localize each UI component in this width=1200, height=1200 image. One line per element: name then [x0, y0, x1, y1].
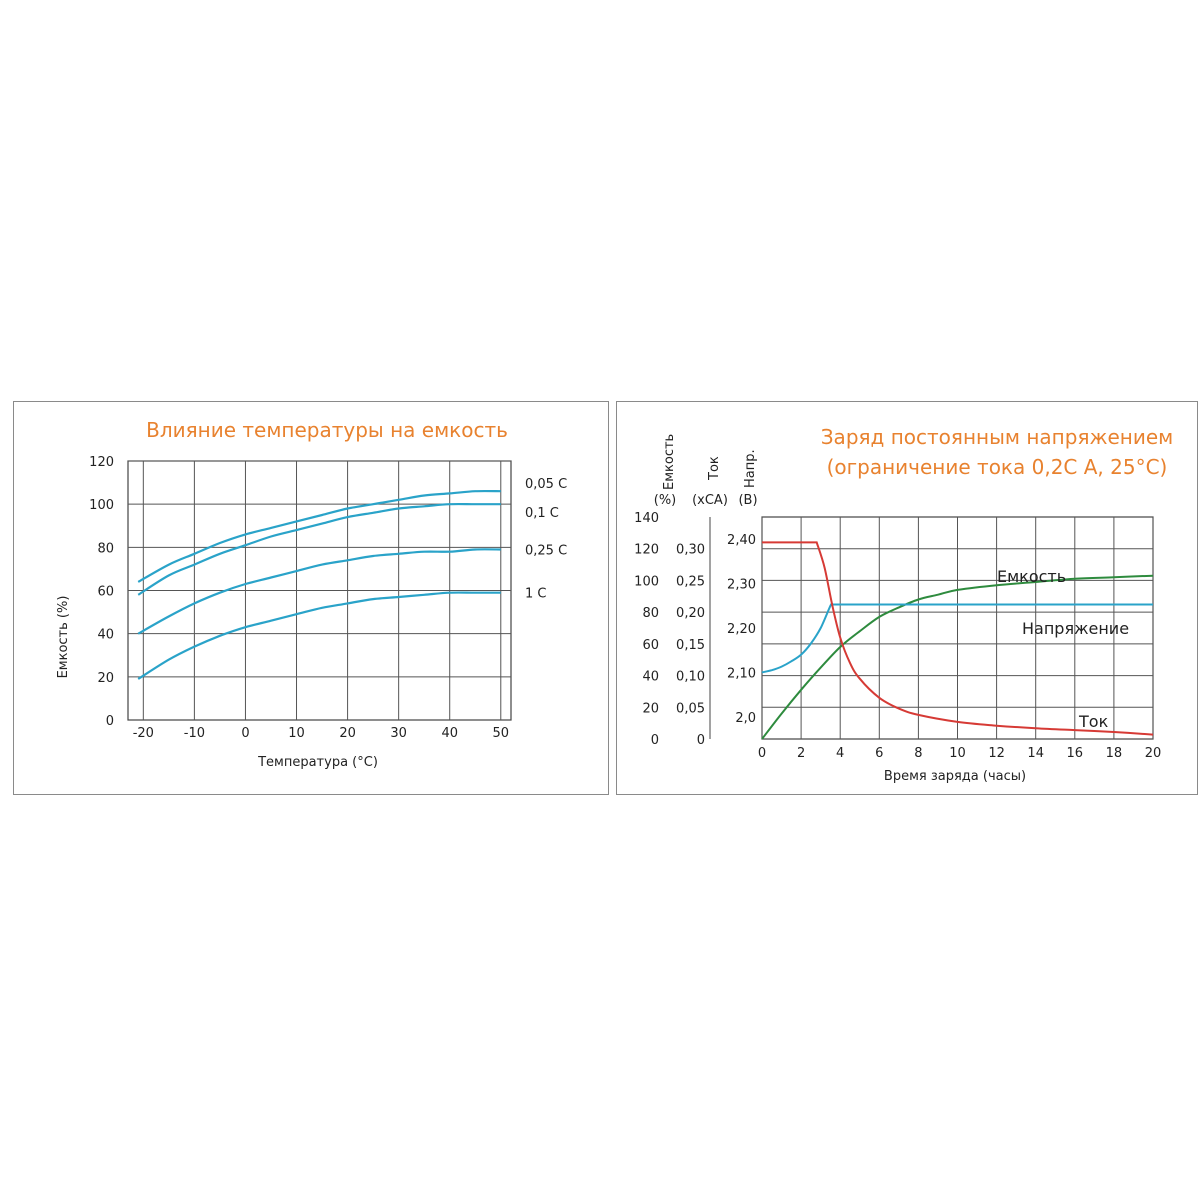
y-tick-label: 20 [97, 671, 114, 686]
x-tick-label: -10 [184, 726, 205, 741]
voltage-tick-label: 2,30 [727, 578, 756, 593]
capacity-tick-label: 40 [642, 670, 659, 685]
series-label: Емкость [997, 567, 1066, 586]
x-tick-label: 10 [949, 746, 966, 761]
axis-unit-current: (хСА) [692, 493, 728, 508]
voltage-tick-label: 2,20 [727, 622, 756, 637]
chart-title-line-2: (ограничение тока 0,2С А, 25°С) [827, 455, 1168, 479]
x-tick-label: 0 [758, 746, 766, 761]
series-label: Напряжение [1022, 619, 1129, 638]
series-label: 1 С [525, 587, 546, 602]
axis-name-capacity: Емкость [662, 434, 677, 490]
y-axis-label: Емкость (%) [56, 596, 71, 679]
x-tick-label: 8 [914, 746, 922, 761]
series-label: 0,1 С [525, 506, 559, 521]
current-tick-label: 0,25 [676, 574, 705, 589]
series-line-3 [137, 591, 501, 680]
constant-voltage-charge-chart: Заряд постоянным напряжением (ограничени… [634, 425, 1174, 784]
x-tick-label: 4 [836, 746, 844, 761]
x-axis-label: Температура (°С) [257, 755, 378, 770]
y-tick-label: 100 [89, 498, 114, 513]
x-tick-label: -20 [133, 726, 154, 741]
x-tick-label: 20 [339, 726, 356, 741]
voltage-tick-label: 2,0 [735, 711, 756, 726]
x-tick-label: 0 [241, 726, 249, 741]
x-axis-label: Время заряда (часы) [884, 769, 1026, 784]
x-tick-label: 30 [390, 726, 407, 741]
current-tick-label: 0,20 [676, 606, 705, 621]
x-tick-label: 40 [441, 726, 458, 741]
series-line-1 [761, 602, 1153, 674]
capacity-tick-label: 60 [642, 638, 659, 653]
capacity-tick-label: 0 [651, 733, 659, 748]
chart-panel-temperature: Влияние температуры на емкость Температу… [13, 401, 609, 795]
series-label: Ток [1078, 712, 1109, 731]
axis-name-voltage: Напр. [743, 449, 758, 488]
chart-title: Влияние температуры на емкость [146, 418, 508, 442]
series-label: 0,25 С [525, 543, 567, 558]
x-tick-label: 14 [1027, 746, 1044, 761]
capacity-tick-label: 120 [634, 543, 659, 558]
x-tick-label: 2 [797, 746, 805, 761]
series-line-0 [761, 574, 1154, 740]
axis-unit-voltage: (В) [738, 493, 757, 508]
x-tick-label: 50 [493, 726, 510, 741]
axis-name-current: Ток [707, 456, 722, 481]
current-tick-label: 0 [697, 733, 705, 748]
axis-unit-capacity: (%) [654, 493, 677, 508]
capacity-tick-label: 100 [634, 574, 659, 589]
y-tick-label: 0 [106, 714, 114, 729]
voltage-tick-label: 2,10 [727, 666, 756, 681]
temperature-capacity-chart: Влияние температуры на емкость Температу… [56, 418, 567, 770]
chart-panel-charge: Заряд постоянным напряжением (ограничени… [616, 401, 1198, 795]
voltage-tick-label: 2,40 [727, 533, 756, 548]
capacity-tick-label: 20 [642, 701, 659, 716]
x-tick-label: 6 [875, 746, 883, 761]
series-line-2 [762, 541, 1154, 736]
current-tick-label: 0,15 [676, 638, 705, 653]
capacity-tick-label: 140 [634, 511, 659, 526]
x-tick-label: 20 [1145, 746, 1162, 761]
series-line-1 [137, 502, 501, 596]
y-tick-label: 120 [89, 455, 114, 470]
capacity-tick-label: 80 [642, 606, 659, 621]
y-tick-label: 40 [97, 628, 114, 643]
y-tick-label: 60 [97, 585, 114, 600]
y-tick-label: 80 [97, 541, 114, 556]
current-tick-label: 0,05 [676, 701, 705, 716]
x-tick-label: 12 [988, 746, 1005, 761]
series-label: 0,05 С [525, 477, 567, 492]
x-tick-label: 18 [1106, 746, 1123, 761]
current-tick-label: 0,30 [676, 543, 705, 558]
x-tick-label: 10 [288, 726, 305, 741]
series-line-2 [137, 548, 501, 635]
x-tick-label: 16 [1067, 746, 1084, 761]
series-line-0 [137, 489, 501, 583]
current-tick-label: 0,10 [676, 670, 705, 685]
chart-title-line-1: Заряд постоянным напряжением [821, 425, 1174, 449]
